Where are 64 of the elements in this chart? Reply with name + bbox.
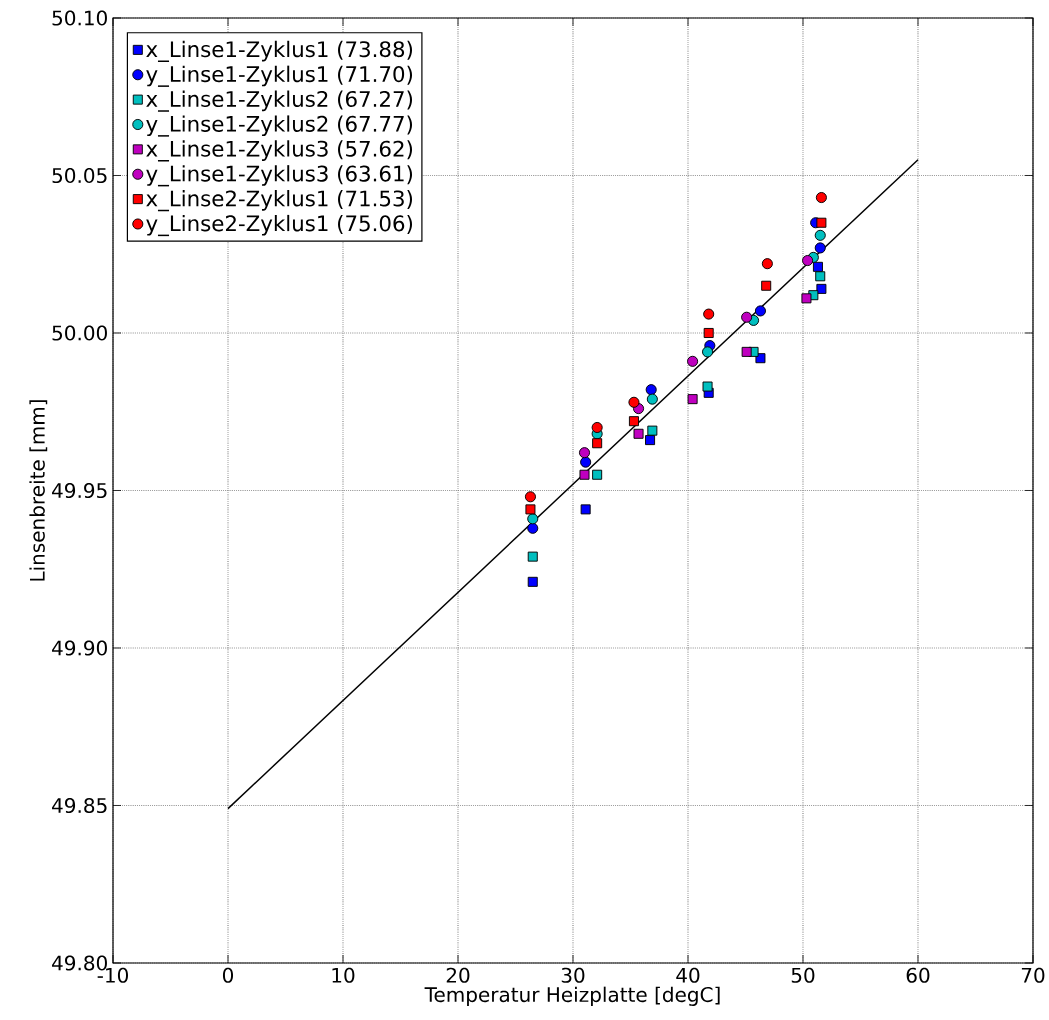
y-tick-label: 50.05 bbox=[52, 167, 107, 184]
y-tick-label: 50.00 bbox=[52, 325, 107, 341]
y-tick-label: 49.85 bbox=[52, 797, 107, 814]
point bbox=[815, 271, 826, 282]
legend-label: y_Linse1-Zyklus1 (71.70) bbox=[146, 65, 413, 87]
point bbox=[578, 447, 591, 459]
point bbox=[814, 229, 826, 241]
point bbox=[801, 293, 812, 304]
point bbox=[525, 504, 536, 515]
point bbox=[646, 393, 658, 405]
point bbox=[645, 435, 656, 446]
y-tick-label: 50.10 bbox=[52, 10, 107, 26]
point bbox=[527, 522, 539, 534]
x-tick-label: 60 bbox=[906, 967, 930, 983]
x-axis-title: Temperatur Heizplatte [degC] bbox=[424, 986, 720, 1006]
point bbox=[761, 258, 773, 270]
point bbox=[802, 255, 814, 267]
x-tick-label: 70 bbox=[1021, 967, 1045, 983]
x-tick-label: 10 bbox=[332, 967, 355, 983]
point bbox=[702, 381, 713, 392]
point bbox=[812, 261, 823, 272]
point bbox=[527, 576, 538, 587]
point bbox=[703, 327, 714, 338]
point bbox=[647, 425, 658, 436]
point bbox=[703, 308, 715, 320]
y-axis-title: Linsenbreite [mm] bbox=[29, 400, 48, 581]
point bbox=[592, 438, 603, 449]
legend-label: x_Linse1-Zyklus1 (73.88) bbox=[146, 40, 413, 63]
legend-label: y_Linse1-Zyklus2 (67.77) bbox=[146, 115, 413, 137]
point bbox=[524, 491, 536, 503]
point bbox=[580, 456, 592, 468]
x-tick-label: 20 bbox=[446, 967, 470, 983]
point bbox=[592, 469, 603, 480]
x-tick-label: 50 bbox=[791, 967, 815, 983]
point bbox=[815, 192, 827, 204]
point bbox=[527, 551, 538, 562]
x-tick-label: 0 bbox=[222, 967, 234, 983]
legend-label: x_Linse1-Zyklus3 (57.62) bbox=[146, 140, 413, 162]
point bbox=[741, 346, 752, 357]
point bbox=[591, 421, 603, 434]
point bbox=[814, 242, 826, 254]
point bbox=[761, 280, 772, 291]
legend-label: x_Linse2-Zyklus1 (71.53) bbox=[146, 190, 413, 212]
point bbox=[816, 217, 827, 228]
point bbox=[580, 504, 591, 515]
legend-label: y_Linse1-Zyklus3 (63.61) bbox=[146, 165, 413, 187]
point bbox=[741, 311, 753, 323]
x-tick-label: 30 bbox=[561, 967, 585, 983]
point bbox=[645, 384, 657, 396]
point bbox=[527, 513, 539, 525]
point bbox=[579, 469, 590, 480]
y-tick-label: 49.95 bbox=[52, 482, 107, 499]
point bbox=[633, 428, 644, 439]
point bbox=[687, 355, 699, 367]
point bbox=[754, 305, 766, 317]
point bbox=[628, 396, 640, 408]
y-tick-label: 49.90 bbox=[52, 640, 107, 656]
point bbox=[628, 416, 639, 427]
legend-label: y_Linse2-Zyklus1 (75.06) bbox=[146, 214, 413, 237]
point bbox=[816, 283, 827, 294]
point bbox=[687, 394, 698, 405]
legend-label: x_Linse1-Zyklus2 (67.27) bbox=[146, 90, 413, 112]
point bbox=[702, 346, 714, 358]
x-tick-label: 40 bbox=[676, 967, 700, 983]
